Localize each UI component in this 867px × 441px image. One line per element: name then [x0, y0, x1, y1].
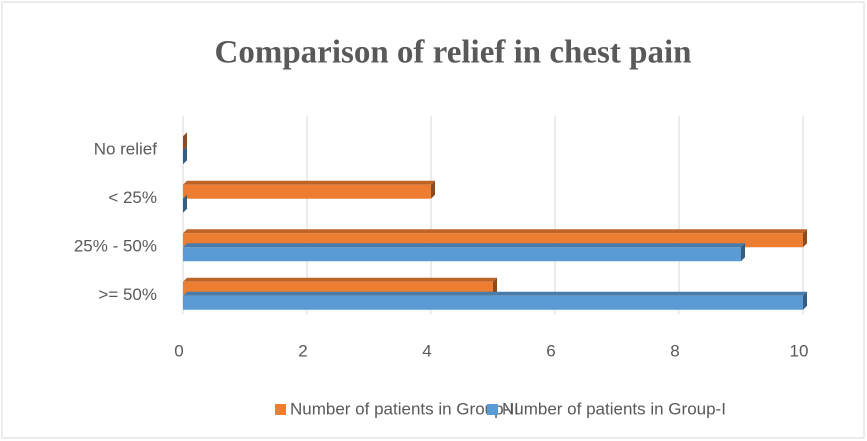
y-tick-label: 25% - 50% [74, 237, 157, 256]
legend-swatch [275, 404, 286, 415]
bar-side [803, 229, 807, 248]
bar-side [183, 146, 187, 165]
x-tick-label: 0 [174, 341, 183, 360]
bar-top [183, 180, 435, 185]
legend-swatch [487, 404, 498, 415]
x-tick-label: 6 [546, 341, 555, 360]
x-tick-label: 10 [790, 341, 809, 360]
bar-side [183, 194, 187, 213]
bar-top [183, 229, 807, 234]
bar-top [183, 291, 807, 296]
bar-side [431, 180, 435, 199]
bar [183, 247, 741, 262]
y-tick-label: >= 50% [98, 285, 157, 304]
bar-top [183, 277, 497, 282]
bar-side [803, 291, 807, 310]
bar-top [183, 243, 745, 248]
legend-label: Number of patients in Group-I [502, 399, 726, 418]
x-tick-label: 8 [670, 341, 679, 360]
legend-label: Number of patients in Group-II [290, 399, 519, 418]
y-tick-label: No relief [94, 140, 158, 159]
bar [183, 295, 803, 310]
y-tick-label: < 25% [108, 188, 157, 207]
bar-side [493, 277, 497, 296]
bar-side [741, 243, 745, 262]
x-tick-label: 4 [422, 341, 431, 360]
chart-title: Comparison of relief in chest pain [215, 35, 692, 71]
x-tick-label: 2 [298, 341, 307, 360]
bar-side [183, 132, 187, 151]
bar [183, 184, 431, 199]
